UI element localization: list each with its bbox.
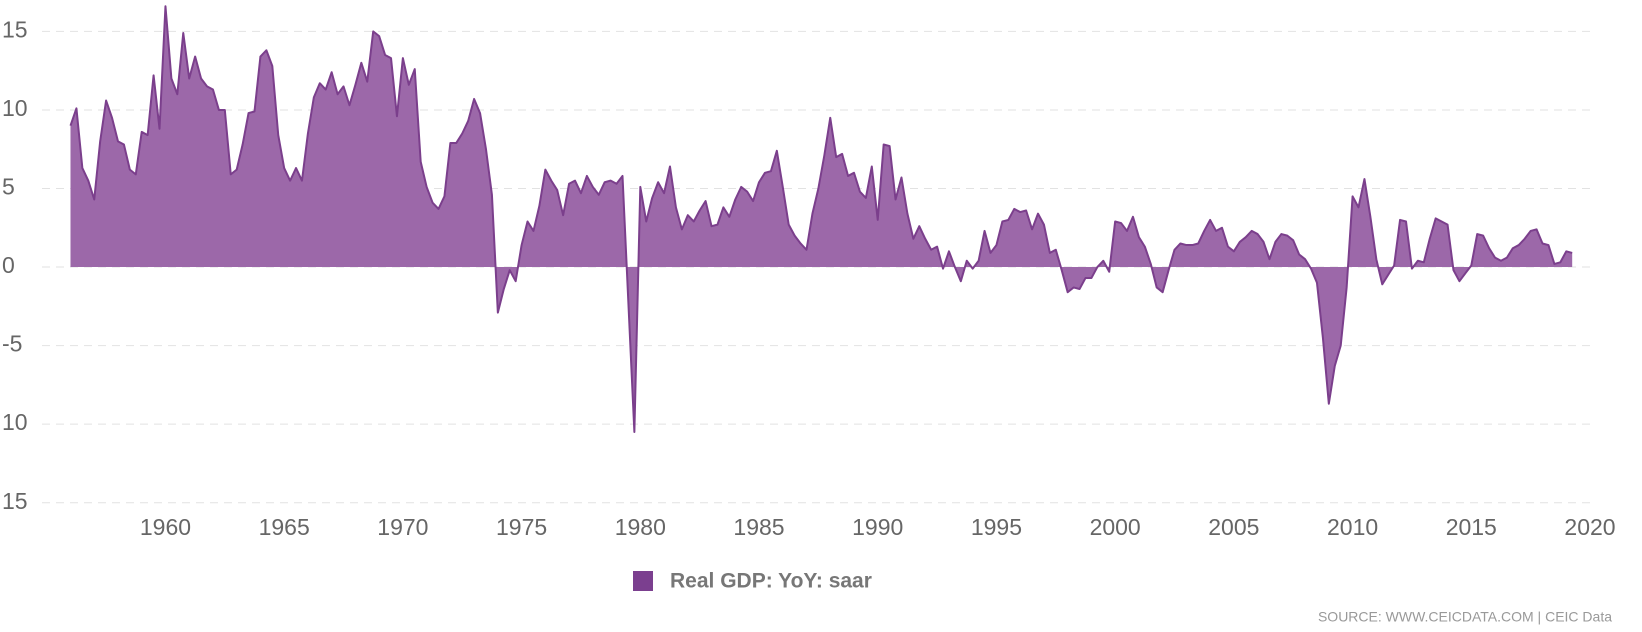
x-tick-label: 2015 (1446, 514, 1497, 540)
y-tick-label: 15 (2, 16, 28, 42)
x-tick-label: 2010 (1327, 514, 1378, 540)
y-tick-label: 0 (2, 252, 15, 278)
y-tick-label: 10 (2, 409, 28, 435)
x-tick-label: 1995 (971, 514, 1022, 540)
x-tick-label: 1980 (615, 514, 666, 540)
legend-swatch (633, 571, 653, 591)
x-tick-label: 1960 (140, 514, 191, 540)
x-tick-label: 1975 (496, 514, 547, 540)
x-tick-label: 1965 (259, 514, 310, 540)
source: SOURCE: WWW.CEICDATA.COM | CEIC Data (1318, 609, 1612, 625)
x-tick-label: 2020 (1564, 514, 1615, 540)
y-tick-label: 15 (2, 488, 28, 514)
x-tick-label: 1985 (733, 514, 784, 540)
y-tick-label: 10 (2, 95, 28, 121)
plot: 15 10 5 0 -5 10 15 1960 1965 1970 1975 1980 1985 1990… (2, 5, 1616, 540)
line (69, 5, 1573, 433)
legend-label: Real GDP: YoY: saar (670, 570, 872, 593)
x-tick-label: 2000 (1090, 514, 1141, 540)
x-tick-label: 1990 (852, 514, 903, 540)
area (70, 6, 1573, 432)
y-tick-label: 5 (2, 174, 15, 200)
x-tick-label: 2005 (1208, 514, 1259, 540)
y-tick-label: -5 (2, 331, 22, 357)
x-tick-label: 1970 (377, 514, 428, 540)
